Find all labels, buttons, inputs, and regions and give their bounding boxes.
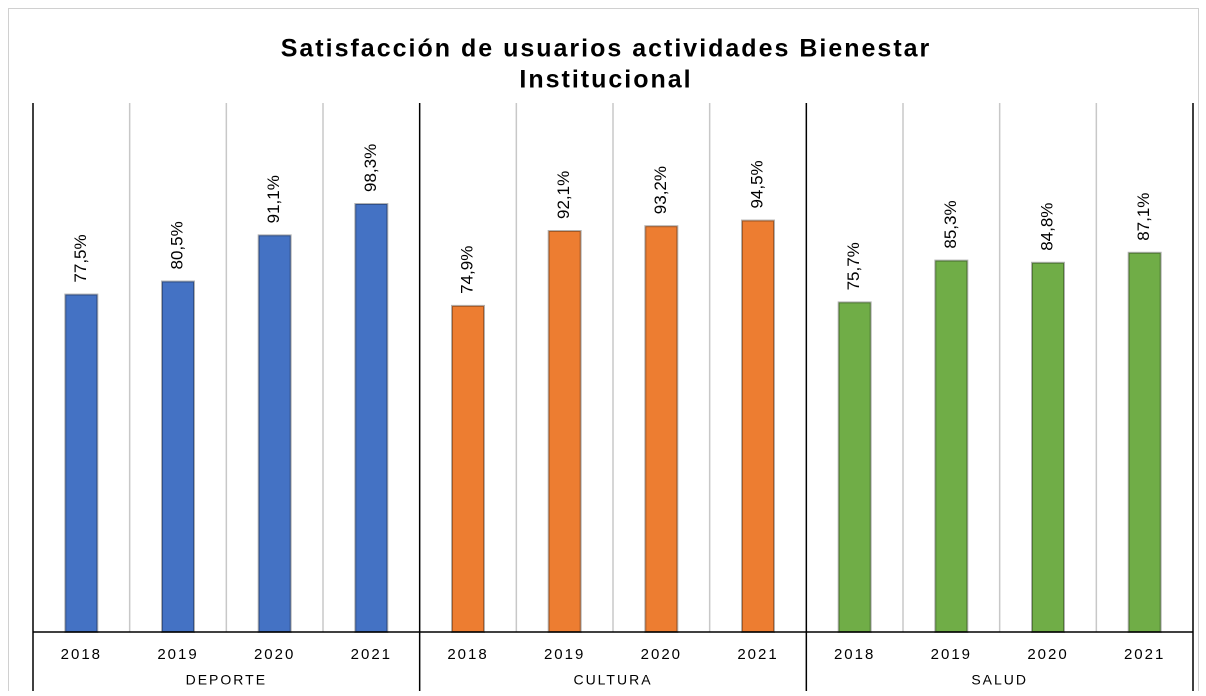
- data-label: 80,5%: [167, 221, 186, 269]
- x-tick-label: 2018: [447, 646, 488, 663]
- chart-title: Institucional: [519, 66, 692, 94]
- bar: [837, 301, 872, 633]
- chart-border: [8, 8, 1199, 696]
- data-label: 75,7%: [844, 242, 863, 290]
- data-label: 98,3%: [361, 144, 380, 192]
- data-label: 74,9%: [457, 246, 476, 294]
- data-label: 84,8%: [1037, 203, 1056, 251]
- data-label: 93,2%: [651, 166, 670, 214]
- x-tick-label: 2021: [737, 646, 778, 663]
- bar: [354, 203, 389, 633]
- bar: [1031, 261, 1065, 633]
- x-tick-label: 2019: [931, 646, 972, 663]
- data-label: 92,1%: [554, 171, 573, 219]
- data-label: 87,1%: [1134, 193, 1153, 241]
- x-tick-label: 2020: [641, 646, 682, 663]
- x-tick-label: 2021: [1124, 646, 1165, 663]
- bar: [451, 304, 485, 633]
- data-label: 91,1%: [264, 175, 283, 223]
- bar: [257, 234, 292, 633]
- x-tick-label: 2018: [61, 646, 102, 663]
- bar: [161, 280, 195, 633]
- group-label: CULTURA: [573, 672, 652, 688]
- group-label: DEPORTE: [186, 672, 267, 688]
- bar: [934, 259, 969, 633]
- group-label: SALUD: [971, 672, 1028, 688]
- x-tick-label: 2019: [157, 646, 198, 663]
- bar: [644, 225, 679, 633]
- data-label: 85,3%: [941, 200, 960, 248]
- x-tick-label: 2021: [351, 646, 392, 663]
- bar: [1127, 251, 1162, 634]
- x-tick-label: 2020: [254, 646, 295, 663]
- bar: [547, 230, 582, 633]
- bar: [741, 219, 775, 634]
- data-label: 94,5%: [747, 160, 766, 208]
- x-tick-label: 2019: [544, 646, 585, 663]
- x-tick-label: 2018: [834, 646, 875, 663]
- data-label: 77,5%: [71, 234, 90, 282]
- chart-title: Satisfacción de usuarios actividades Bie…: [281, 35, 932, 63]
- x-tick-label: 2020: [1027, 646, 1068, 663]
- bar: [64, 293, 99, 633]
